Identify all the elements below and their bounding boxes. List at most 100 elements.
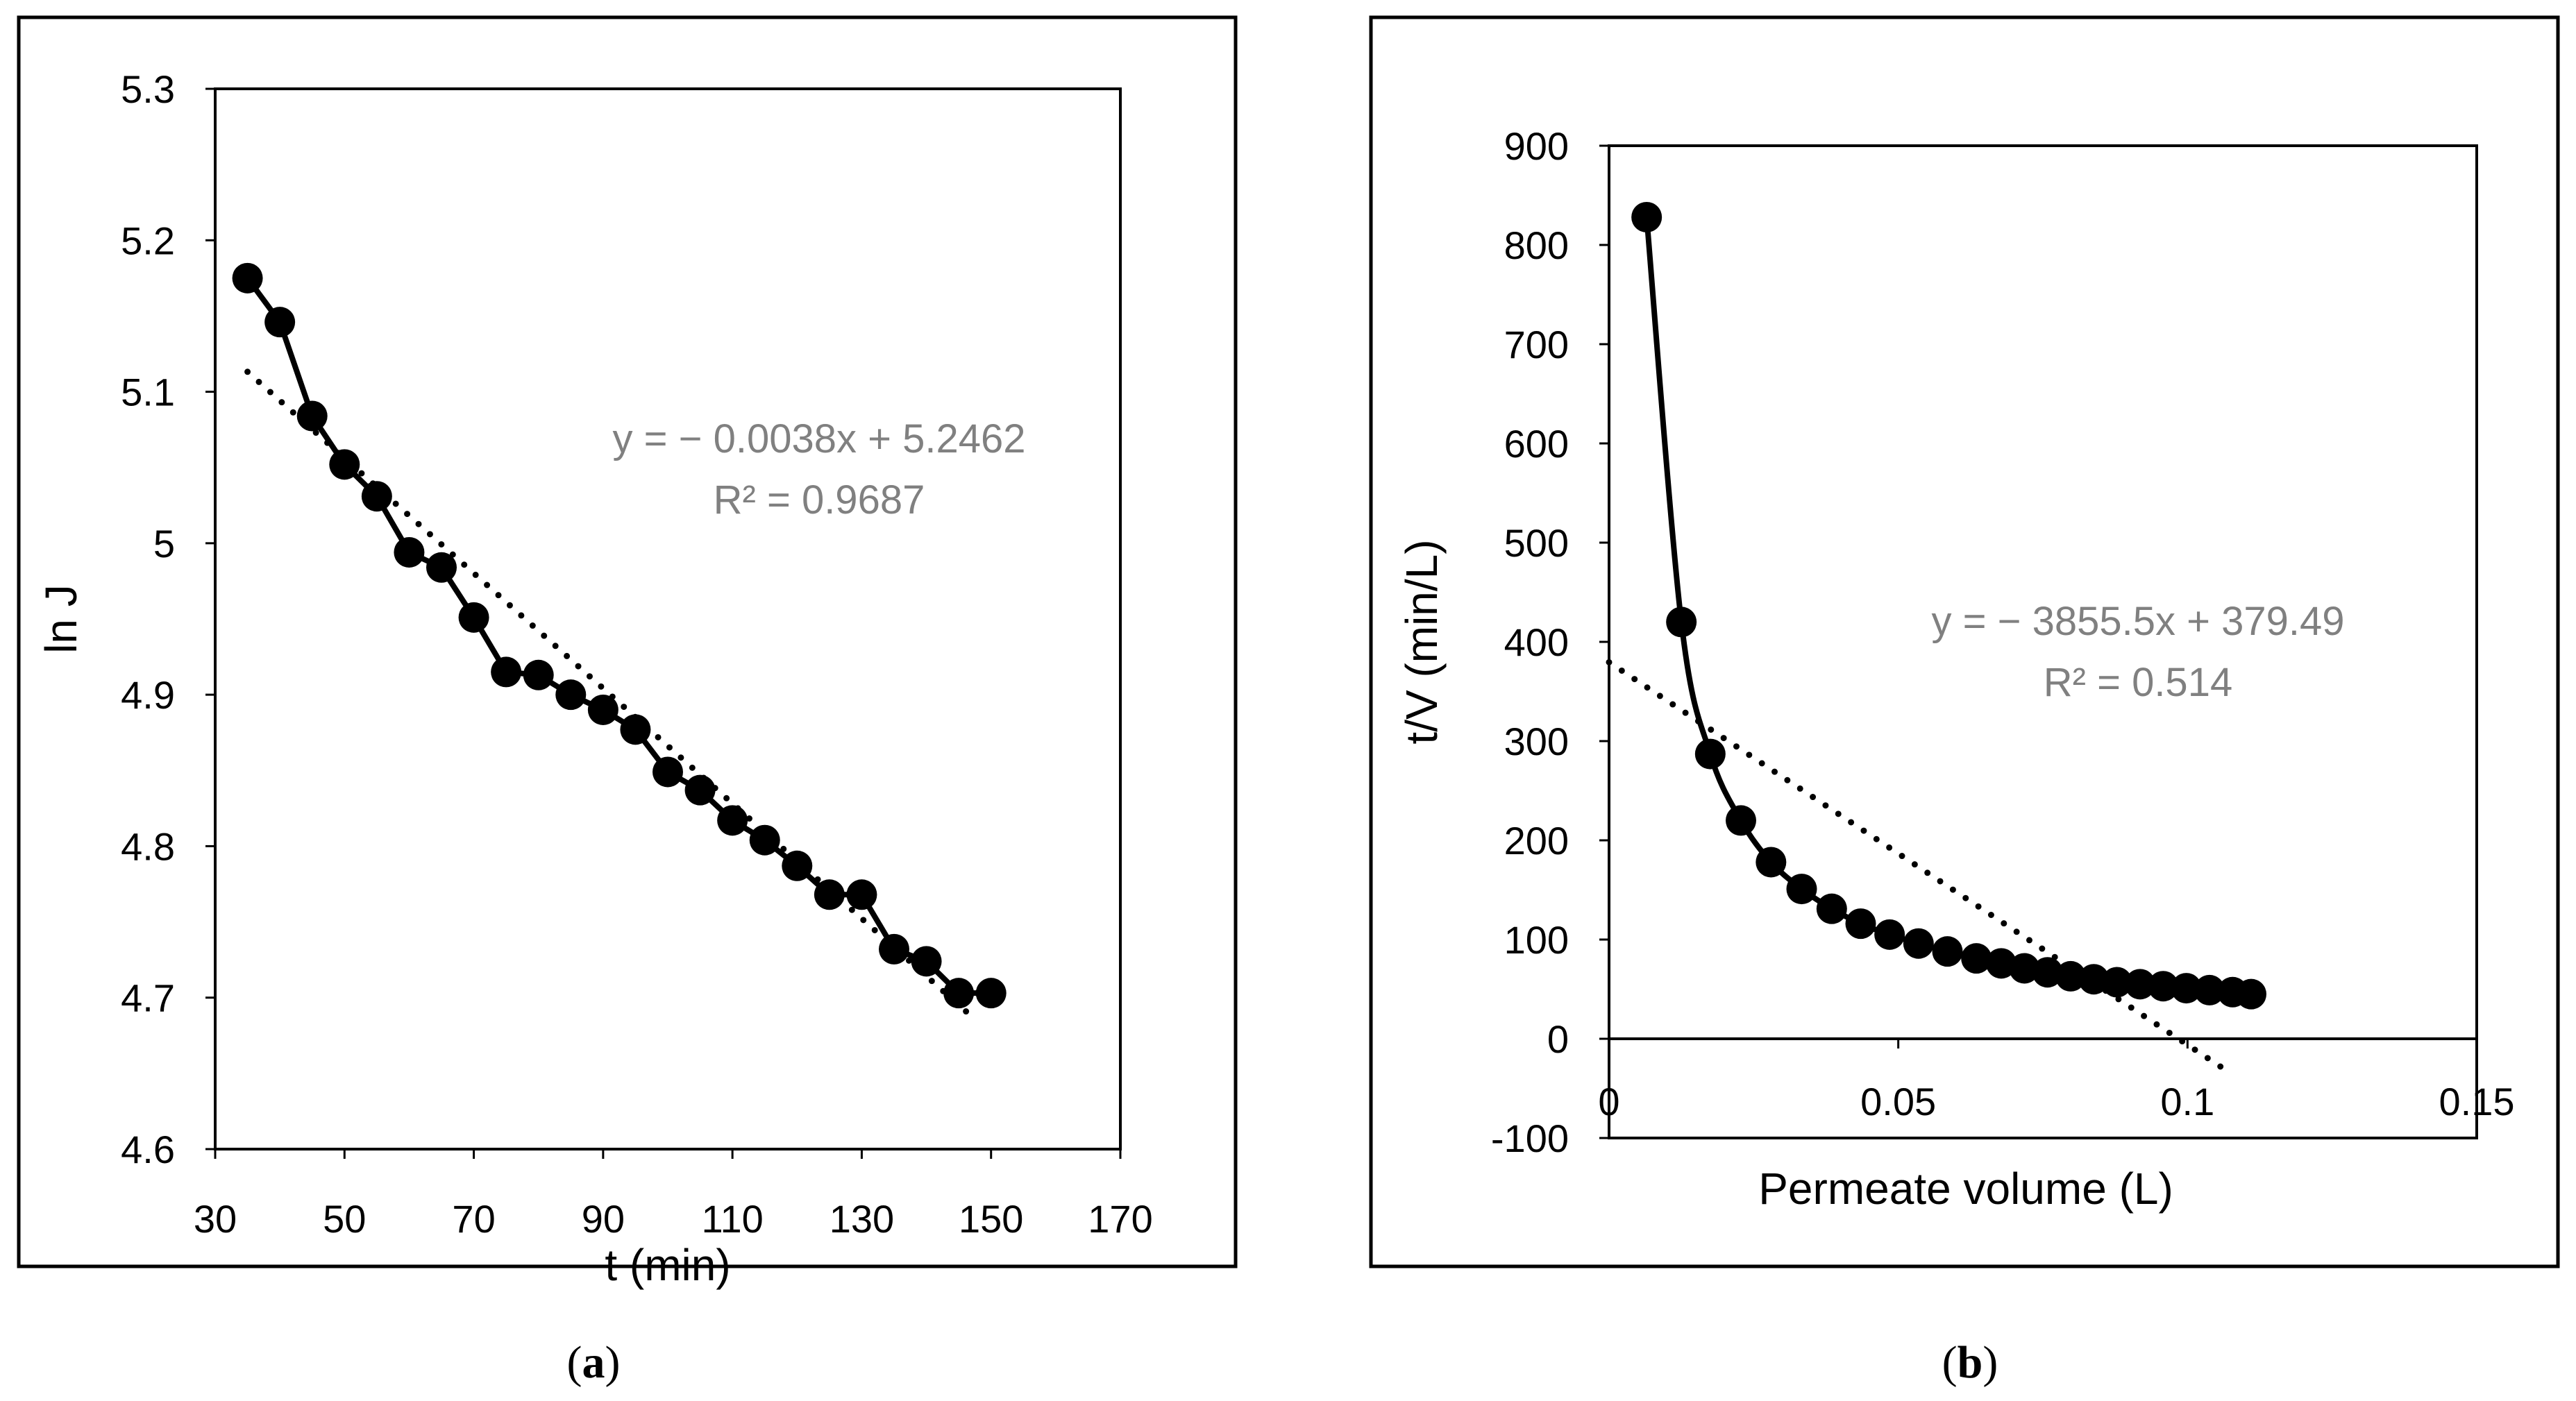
panel-a-data-point	[555, 679, 587, 711]
panel-a-y-tick-label: 5.1	[121, 371, 175, 414]
panel-a-data-point	[814, 879, 845, 910]
panel-b: -100 0 100 200 300 400 500 600 700 800 900 0 0.05 0.…	[1369, 15, 2560, 1388]
panel-a-data-point	[361, 481, 392, 512]
panel-b-y-tick-label: 300	[1504, 720, 1569, 763]
panel-b-data-point	[2148, 971, 2179, 1002]
panel-a-x-tick-label: 130	[830, 1197, 894, 1241]
panel-a-caption: (a)	[567, 1337, 621, 1388]
panel-b-data-point	[2125, 969, 2155, 1000]
panel-a-y-tick-label: 4.8	[121, 824, 175, 868]
panel-a-trendline-path	[244, 368, 975, 1020]
panel-b-caption: (b)	[1942, 1337, 1998, 1388]
panel-a-data-point	[394, 536, 425, 568]
panel-a-data-point	[846, 879, 877, 910]
panel-a-trend-equation: y = − 0.0038x + 5.2462	[613, 416, 1026, 461]
panel-b-y-tick-label: 600	[1504, 422, 1569, 466]
panel-a-y-tick-label: 4.7	[121, 976, 175, 1020]
panel-a-x-tick-label: 150	[959, 1197, 1023, 1241]
panel-b-data-point	[1845, 908, 1876, 940]
panel-a-x-tick-label: 70	[452, 1197, 495, 1241]
panel-a-data-point	[523, 659, 554, 690]
panel-a-data-point	[491, 656, 522, 688]
panel-b-y-tick-label: 700	[1504, 323, 1569, 366]
panel-a-y-ticks: 4.6 4.7 4.8 4.9 5 5.1 5.2 5.3	[121, 67, 215, 1171]
panel-a-data-point	[653, 756, 683, 788]
panel-b-y-tick-label: 900	[1504, 124, 1569, 168]
panel-a-data-point	[749, 824, 780, 856]
panel-a-plot-area	[214, 87, 1122, 1150]
panel-a-data-point	[264, 307, 296, 338]
panel-a-data-point	[782, 850, 813, 881]
panel-a-data-point	[458, 602, 489, 633]
panel-b-data-point	[1961, 943, 1992, 974]
panel-a-data-point	[975, 978, 1007, 1009]
panel-a-data-point	[426, 552, 457, 583]
panel-b-y-tick-label: -100	[1491, 1116, 1569, 1160]
panel-a-series	[232, 262, 1007, 1009]
panel-b-data-point	[1786, 874, 1817, 905]
panel-a-data-point	[587, 694, 618, 725]
panel-b-caption-letter: b	[1958, 1337, 1983, 1388]
panel-a-data-point	[620, 714, 651, 745]
panel-a-y-tick-label: 5.3	[121, 67, 175, 111]
panel-b-data-point	[2055, 960, 2086, 992]
panel-b-data-point	[2101, 967, 2132, 998]
panel-b-y-tick-label: 800	[1504, 223, 1569, 267]
panel-b-y-tick-label: 200	[1504, 819, 1569, 863]
panel-a-frame	[17, 15, 1238, 1268]
panel-b-data-point	[1631, 201, 1662, 232]
panel-b-y-tick-label: 500	[1504, 521, 1569, 565]
panel-a-caption-letter: a	[582, 1337, 605, 1388]
panel-b-data-point	[2194, 974, 2225, 1005]
panel-b-frame	[1369, 15, 2560, 1268]
panel-b-data-point	[2032, 957, 2063, 988]
panel-a-x-axis-title: t (min)	[605, 1240, 730, 1290]
panel-a-x-tick-label: 90	[582, 1197, 625, 1241]
panel-a-y-tick-label: 4.9	[121, 673, 175, 717]
panel-a-x-ticks: 30 50 70 90 110 130 150 170	[194, 1149, 1153, 1241]
panel-b-data-point	[1932, 936, 1963, 967]
panel-b-data-point	[2171, 973, 2202, 1004]
panel-a-x-tick-label: 170	[1088, 1197, 1152, 1241]
panel-a-series-line	[245, 276, 991, 996]
panel-b-data-point	[1694, 738, 1726, 770]
panel-b-y-tick-label: 100	[1504, 918, 1569, 962]
panel-b-x-tick-label: 0	[1598, 1080, 1619, 1123]
panel-a-data-point	[717, 805, 748, 836]
panel-a-y-tick-label: 4.6	[121, 1128, 175, 1171]
panel-b-data-point	[1756, 847, 1787, 878]
panel-b-y-ticks: -100 0 100 200 300 400 500 600 700 800 900	[1491, 124, 1609, 1160]
panel-a-data-point	[232, 262, 263, 294]
panel-b-x-tick-label: 0.05	[1860, 1080, 1936, 1123]
panel-b-y-tick-label: 400	[1504, 620, 1569, 664]
panel-b-data-point	[2236, 978, 2266, 1010]
panel-a-x-tick-label: 30	[194, 1197, 237, 1241]
panel-b-trendline-path	[1606, 659, 2232, 1075]
panel-b-x-tick-label: 0.1	[2160, 1080, 2214, 1123]
panel-b-x-axis-title: Permeate volume (L)	[1758, 1164, 2173, 1214]
panel-a-x-tick-label: 110	[702, 1197, 764, 1241]
panel-b-data-point	[2078, 964, 2110, 995]
panel-b-y-tick-label: 0	[1547, 1017, 1569, 1061]
panel-b-data-point	[2009, 953, 2040, 984]
panel-b-trend-equation: y = − 3855.5x + 379.49	[1932, 599, 2345, 644]
panel-b-data-point	[1874, 919, 1905, 950]
panel-b-data-point	[1903, 928, 1934, 959]
panel-b-trend-r2: R² = 0.514	[2044, 660, 2232, 705]
panel-a-data-point	[943, 978, 975, 1009]
panel-b-x-tick-label: 0.15	[2439, 1080, 2515, 1123]
panel-a-y-tick-label: 5.2	[121, 219, 175, 262]
panel-a-data-point	[329, 449, 360, 480]
panel-a-data-point	[911, 946, 942, 977]
panel-a: 4.6 4.7 4.8 4.9 5 5.1 5.2 5.3 30 50 70 90 110 130 150…	[17, 15, 1238, 1388]
panel-b-series	[1631, 201, 2266, 1010]
panel-b-trendline	[1606, 659, 2232, 1075]
panel-a-x-tick-label: 50	[323, 1197, 366, 1241]
panel-a-y-tick-label: 5	[153, 522, 175, 566]
panel-b-x-ticks: 0 0.05 0.1 0.15	[1598, 1037, 2515, 1123]
panel-a-data-point	[684, 774, 716, 806]
panel-a-data-point	[296, 400, 328, 432]
panel-b-data-point	[1816, 893, 1847, 924]
panel-b-y-axis-title: t/V (min/L)	[1397, 539, 1447, 744]
